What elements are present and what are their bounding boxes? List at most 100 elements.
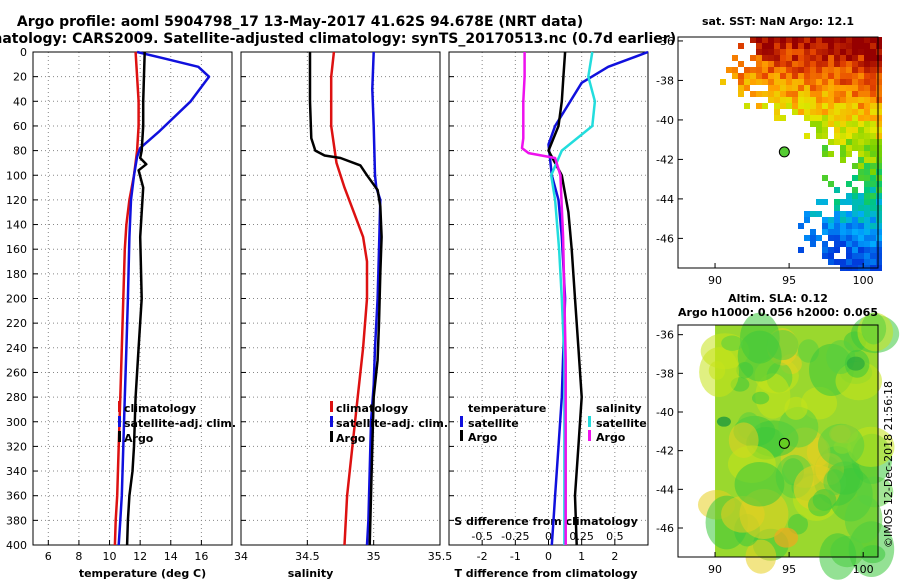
sst-cell [798, 223, 804, 229]
sst-cell [780, 61, 786, 67]
sst-cell [846, 49, 852, 55]
sst-cell [870, 157, 876, 163]
sst-cell [876, 151, 882, 157]
sst-cell [834, 229, 840, 235]
legend-swatch [588, 416, 591, 427]
sst-cell [870, 55, 876, 61]
sst-cell [834, 211, 840, 217]
sst-cell [768, 67, 774, 73]
x-tick-label: 0 [545, 550, 552, 563]
y-tick-label: 20 [13, 71, 27, 84]
y-tick-label: -38 [656, 74, 674, 87]
temperature-panel: 0 20 40 60 80 100 120 140 160 180 200 220 240 260 280 3… [6, 46, 236, 580]
sst-cell [864, 103, 870, 109]
sst-cell [870, 247, 876, 253]
legend-title-salinity: salinity [596, 402, 642, 415]
x-tick-label: 6 [45, 550, 52, 563]
sst-cell [816, 97, 822, 103]
sst-cell [834, 91, 840, 97]
sst-cell [858, 103, 864, 109]
sst-cell [804, 97, 810, 103]
sla-blob [784, 396, 808, 420]
y-tick-label: 100 [6, 169, 27, 182]
sst-cell [852, 139, 858, 145]
y-tick-label: 140 [6, 219, 27, 232]
sst-cell [822, 115, 828, 121]
sst-cell [780, 91, 786, 97]
sst-cell [870, 241, 876, 247]
sst-cell [864, 169, 870, 175]
sst-cell [852, 235, 858, 241]
sst-cell [762, 79, 768, 85]
sst-cell [828, 67, 834, 73]
sst-cell [786, 37, 792, 43]
sst-cell [810, 61, 816, 67]
sst-cell [822, 175, 828, 181]
sst-cell [876, 187, 882, 193]
sst-cell [870, 97, 876, 103]
sst-cell [870, 139, 876, 145]
legend-label: satellite [468, 417, 519, 430]
sst-cell [822, 103, 828, 109]
map-title: Altim. SLA: 0.12 [728, 292, 828, 305]
sst-cell [840, 61, 846, 67]
sst-cell [852, 91, 858, 97]
sst-cell [840, 229, 846, 235]
sst-cell [858, 115, 864, 121]
sst-cell [864, 139, 870, 145]
x-tick-label: 90 [708, 563, 722, 576]
sst-cell [798, 79, 804, 85]
sst-cell [750, 79, 756, 85]
x-tick-label: 8 [75, 550, 82, 563]
sst-cell [834, 55, 840, 61]
sst-cell [744, 67, 750, 73]
sla-blob [860, 545, 886, 564]
sla-blob [699, 347, 740, 397]
sst-cell [858, 157, 864, 163]
sst-cell [810, 211, 816, 217]
sst-cell [750, 73, 756, 79]
sst-cell [876, 259, 882, 265]
sst-cell [876, 49, 882, 55]
sst-cell [858, 229, 864, 235]
sst-cell [768, 73, 774, 79]
sst-cell [870, 217, 876, 223]
sst-cell [864, 259, 870, 265]
sst-cell [876, 265, 882, 271]
sst-cell [876, 169, 882, 175]
sst-cell [828, 235, 834, 241]
sst-cell [840, 211, 846, 217]
y-tick-label: 160 [6, 243, 27, 256]
sst-cell [810, 37, 816, 43]
y-tick-label: 180 [6, 268, 27, 281]
sst-map-panel: -36 -38 -40 -42 -44 -46 90 95 100 sat. SST: NaN A… [656, 15, 882, 287]
sst-cell [864, 187, 870, 193]
sst-cell [834, 37, 840, 43]
sst-cell [792, 73, 798, 79]
sst-cell [864, 181, 870, 187]
sst-cell [852, 85, 858, 91]
legend-label: satellite-adj. clim. [124, 417, 236, 430]
sst-cell [822, 145, 828, 151]
sst-cell [792, 85, 798, 91]
sst-cell [798, 85, 804, 91]
sst-cell [864, 217, 870, 223]
sst-cell [852, 259, 858, 265]
sst-cell [876, 91, 882, 97]
sst-cell [810, 103, 816, 109]
sst-cell [870, 205, 876, 211]
sst-cell [864, 37, 870, 43]
sst-cell [804, 49, 810, 55]
sst-cell [774, 103, 780, 109]
sst-cell [864, 79, 870, 85]
sst-cell [828, 61, 834, 67]
sst-cell [780, 67, 786, 73]
x-axis-label: T difference from climatology [454, 567, 637, 580]
sst-cell [786, 103, 792, 109]
sst-cell [756, 37, 762, 43]
sst-cell [876, 199, 882, 205]
sst-cell [822, 67, 828, 73]
sst-cell [840, 151, 846, 157]
x-tick-label: 95 [782, 563, 796, 576]
sst-cell [846, 151, 852, 157]
